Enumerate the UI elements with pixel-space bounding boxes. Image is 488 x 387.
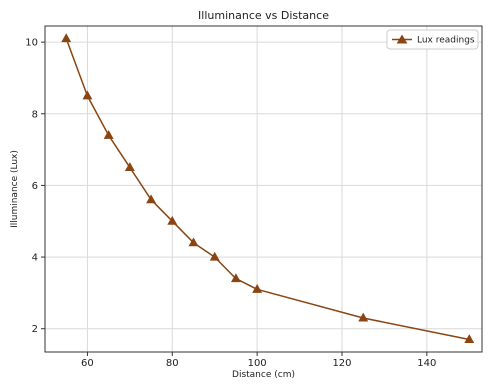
x-tick-label: 100 [248, 358, 267, 369]
data-point-marker [252, 283, 263, 293]
data-point-marker [464, 334, 475, 344]
data-point-marker [61, 33, 72, 43]
x-tick-label: 60 [81, 358, 94, 369]
data-point-marker [358, 312, 369, 322]
chart-title: Illuminance vs Distance [198, 9, 329, 22]
data-point-marker [82, 90, 93, 100]
legend: Lux readings [386, 29, 479, 50]
data-point-marker [230, 273, 241, 283]
x-axis-label: Distance (cm) [232, 370, 295, 380]
legend-box [386, 29, 479, 50]
x-tick-label: 140 [417, 358, 436, 369]
x-tick-label: 80 [166, 358, 179, 369]
y-axis-label: Illuminance (Lux) [10, 150, 20, 228]
data-point-marker [103, 129, 114, 139]
x-tick-label: 120 [332, 358, 351, 369]
axis-ticks: 60 80 100 120 140 2 4 6 8 10 [25, 38, 436, 369]
data-point-marker [167, 215, 178, 225]
data-point-marker [209, 251, 220, 261]
y-tick-label: 4 [32, 253, 38, 264]
y-tick-label: 10 [25, 38, 38, 49]
y-tick-label: 6 [32, 181, 38, 192]
legend-marker [396, 34, 408, 44]
data-point-marker [188, 237, 199, 247]
legend-entry-lux-readings: Lux readings [417, 36, 475, 46]
y-tick-label: 8 [32, 109, 38, 120]
plot-frame [44, 25, 483, 353]
series-line-lux-readings [65, 38, 470, 341]
y-tick-label: 2 [32, 324, 38, 335]
data-point-marker [124, 162, 135, 172]
series-layer [61, 33, 475, 344]
data-point-marker [146, 194, 157, 204]
